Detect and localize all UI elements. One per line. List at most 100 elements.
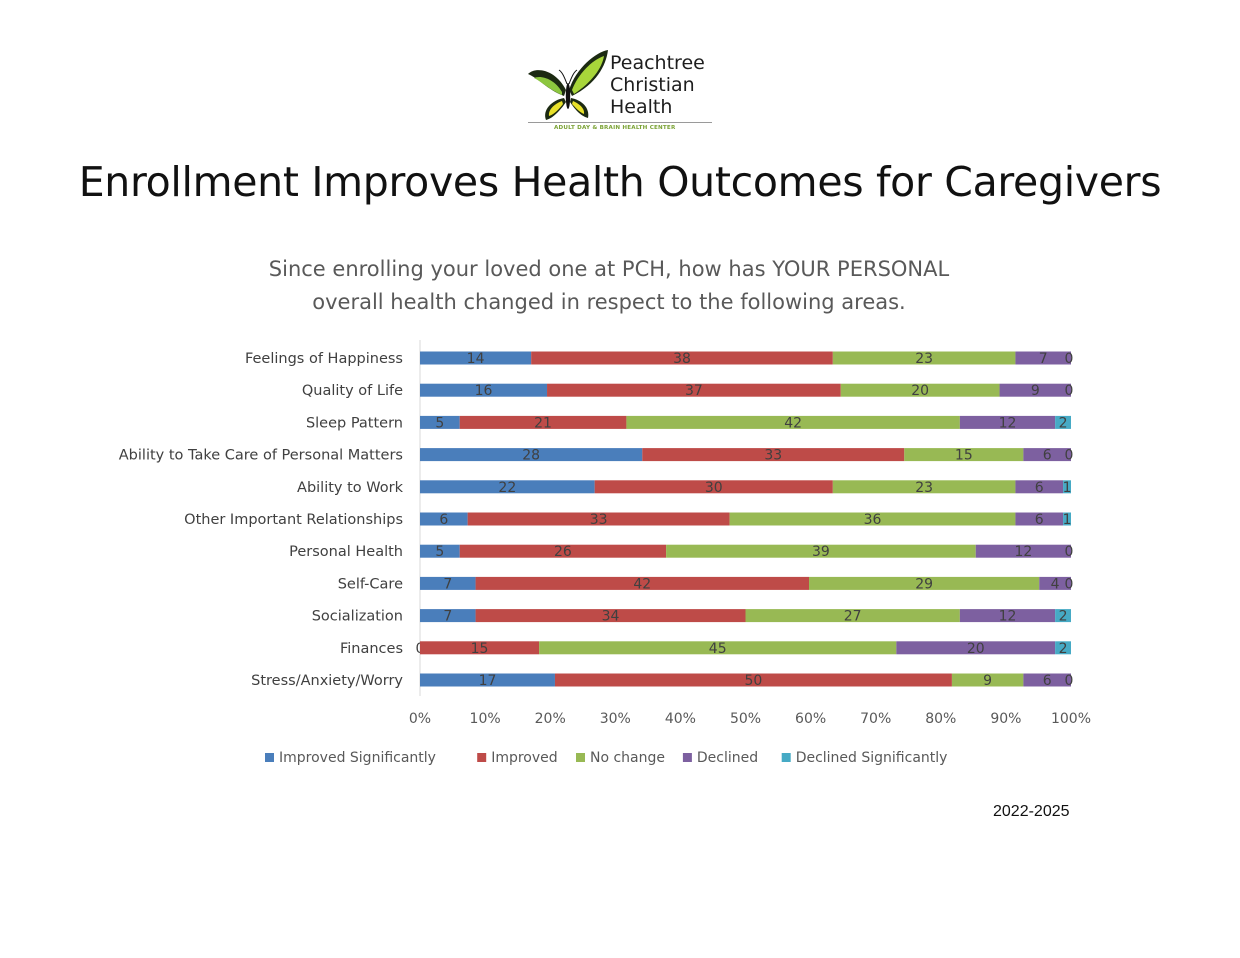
bar-segment xyxy=(420,415,460,429)
bar-segment xyxy=(467,512,730,526)
legend-swatch xyxy=(265,753,274,762)
data-label: 22 xyxy=(498,480,516,496)
data-label: 12 xyxy=(999,415,1017,431)
data-label: 15 xyxy=(471,641,489,657)
category-label: Personal Health xyxy=(289,544,403,560)
data-label: 50 xyxy=(745,673,763,689)
bar-segment xyxy=(420,641,540,655)
data-label: 0 xyxy=(1065,351,1074,367)
data-label: 34 xyxy=(602,609,620,625)
bar-segment xyxy=(531,351,833,365)
bar-segment xyxy=(1015,480,1064,494)
x-tick-label: 0% xyxy=(409,711,431,727)
x-tick-label: 90% xyxy=(990,711,1021,727)
data-label: 0 xyxy=(1065,544,1074,560)
data-label: 1 xyxy=(1063,480,1072,496)
bar-segment xyxy=(1055,609,1071,623)
category-label: Ability to Take Care of Personal Matters xyxy=(119,448,403,464)
bar-segment xyxy=(809,576,1040,590)
bar-segment xyxy=(420,351,532,365)
bar-segment xyxy=(642,448,905,462)
data-label: 0 xyxy=(1065,383,1074,399)
bar-segment xyxy=(547,383,841,397)
data-label: 38 xyxy=(673,351,691,367)
data-label: 42 xyxy=(633,576,651,592)
data-label: 36 xyxy=(864,512,882,528)
data-label: 5 xyxy=(435,415,444,431)
bar-segment xyxy=(459,544,667,558)
bar-segment xyxy=(420,609,476,623)
category-label: Stress/Anxiety/Worry xyxy=(251,673,403,689)
bar-segment xyxy=(420,480,595,494)
data-label: 0 xyxy=(1065,448,1074,464)
bar-segment xyxy=(475,576,810,590)
data-label: 39 xyxy=(812,544,830,560)
bar-segment xyxy=(1055,641,1071,655)
category-label: Ability to Work xyxy=(297,480,404,496)
data-label: 7 xyxy=(1039,351,1048,367)
bar-segment xyxy=(1015,512,1064,526)
category-label: Quality of Life xyxy=(302,383,403,399)
data-label: 12 xyxy=(999,609,1017,625)
x-tick-label: 30% xyxy=(600,711,631,727)
brand-line-3: Health xyxy=(610,96,673,118)
bar-segment xyxy=(1055,415,1071,429)
data-label: 7 xyxy=(443,576,452,592)
bar-segment xyxy=(745,609,960,623)
bar-segment xyxy=(975,544,1071,558)
data-label: 37 xyxy=(685,383,703,399)
data-label: 6 xyxy=(1043,673,1052,689)
bar-segment xyxy=(959,609,1056,623)
data-label: 0 xyxy=(1065,673,1074,689)
legend-swatch xyxy=(576,753,585,762)
bar-segment xyxy=(420,512,468,526)
data-label: 30 xyxy=(705,480,723,496)
data-label: 2 xyxy=(1059,415,1068,431)
bar-segment xyxy=(554,673,952,687)
bar-segment xyxy=(539,641,897,655)
bar-segment xyxy=(729,512,1016,526)
legend-label: Declined Significantly xyxy=(796,750,948,766)
bar-segment xyxy=(594,480,833,494)
data-label: 2 xyxy=(1059,641,1068,657)
x-tick-label: 40% xyxy=(665,711,696,727)
data-label: 9 xyxy=(983,673,992,689)
data-label: 21 xyxy=(534,415,552,431)
bar-segment xyxy=(1039,576,1071,590)
logo-tagline: ADULT DAY & BRAIN HEALTH CENTER xyxy=(554,125,676,131)
data-label: 16 xyxy=(475,383,493,399)
data-label: 45 xyxy=(709,641,727,657)
legend-swatch xyxy=(477,753,487,762)
data-label: 9 xyxy=(1031,383,1040,399)
bar-segment xyxy=(420,383,548,397)
bar-segment xyxy=(420,576,476,590)
data-label: 0 xyxy=(1065,576,1074,592)
bar-segment xyxy=(832,351,1016,365)
bars: 14 38 23 7 016 37 20 9 05 21 42 12 228 33 15 6 022 30 23 6 1… xyxy=(416,351,1074,689)
brand-line-2: Christian xyxy=(610,74,695,96)
x-tick-label: 80% xyxy=(925,711,956,727)
bar-segment xyxy=(1023,448,1071,462)
data-label: 6 xyxy=(1035,512,1044,528)
category-label: Finances xyxy=(340,641,403,657)
data-label: 29 xyxy=(915,576,933,592)
data-label: 33 xyxy=(764,448,782,464)
bar-segment xyxy=(420,448,643,462)
category-labels: Feelings of Happiness Quality of Life Slee… xyxy=(119,351,404,689)
legend: Improved Significantly Improved No change D… xyxy=(265,750,947,766)
data-label: 20 xyxy=(911,383,929,399)
data-label: 17 xyxy=(479,673,497,689)
bar-segment xyxy=(1015,351,1071,365)
page-title: Enrollment Improves Health Outcomes for … xyxy=(78,158,1162,206)
x-tick-label: 50% xyxy=(730,711,761,727)
x-tick-label: 60% xyxy=(795,711,826,727)
data-label: 23 xyxy=(915,351,933,367)
data-label: 27 xyxy=(844,609,862,625)
data-label: 23 xyxy=(915,480,933,496)
bar-segment xyxy=(1023,673,1071,687)
category-label: Sleep Pattern xyxy=(306,415,403,431)
chart-title: Since enrolling your loved one at PCH, h… xyxy=(269,257,950,314)
chart-title-line-2: overall health changed in respect to the… xyxy=(312,290,905,314)
category-label: Socialization xyxy=(312,609,403,625)
